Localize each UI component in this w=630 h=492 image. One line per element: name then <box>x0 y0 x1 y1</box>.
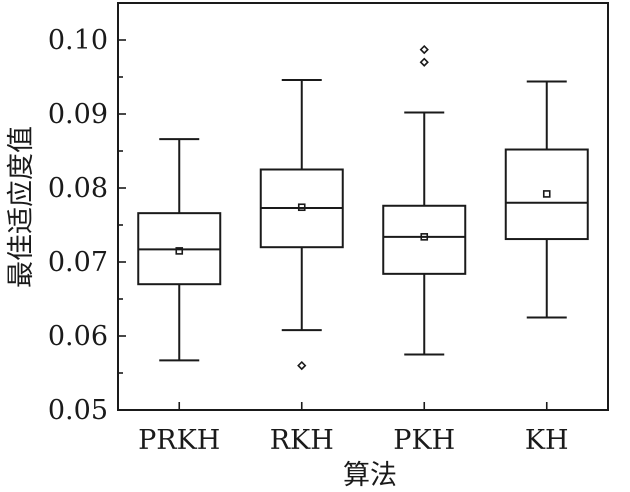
x-tick-label: PKH <box>393 425 455 456</box>
y-axis: 0.05 0.06 0.07 0.08 0.09 0.10 <box>48 25 126 426</box>
outlier-marker <box>419 44 429 55</box>
x-tick-label: KH <box>525 425 569 456</box>
box-kh <box>504 80 589 319</box>
box-series <box>137 44 589 371</box>
y-axis-title: 最佳适应度值 <box>6 126 37 288</box>
y-tick-label: 0.07 <box>48 247 108 278</box>
x-axis: PRKH RKH PKH KH <box>138 402 569 456</box>
y-tick-label: 0.06 <box>48 321 108 352</box>
plot-area <box>117 2 609 411</box>
iqr-box <box>382 204 467 275</box>
plot-frame <box>117 2 609 411</box>
mean-marker <box>542 190 551 198</box>
y-tick-label: 0.09 <box>48 99 108 130</box>
x-tick-label: PRKH <box>138 425 220 456</box>
outlier-marker <box>297 360 307 371</box>
box-prkh <box>137 138 222 362</box>
y-tick-label: 0.05 <box>48 395 108 426</box>
mean-marker <box>175 247 184 255</box>
box-rkh <box>259 78 344 371</box>
mean-marker <box>420 233 429 241</box>
outlier-marker <box>419 57 429 67</box>
box-pkh <box>382 44 467 356</box>
x-tick-label: RKH <box>270 425 334 456</box>
y-tick-label: 0.08 <box>48 173 108 204</box>
iqr-box <box>504 148 589 241</box>
y-tick-label: 0.10 <box>48 25 108 56</box>
x-axis-title: 算法 <box>343 460 397 491</box>
mean-marker <box>297 203 306 212</box>
